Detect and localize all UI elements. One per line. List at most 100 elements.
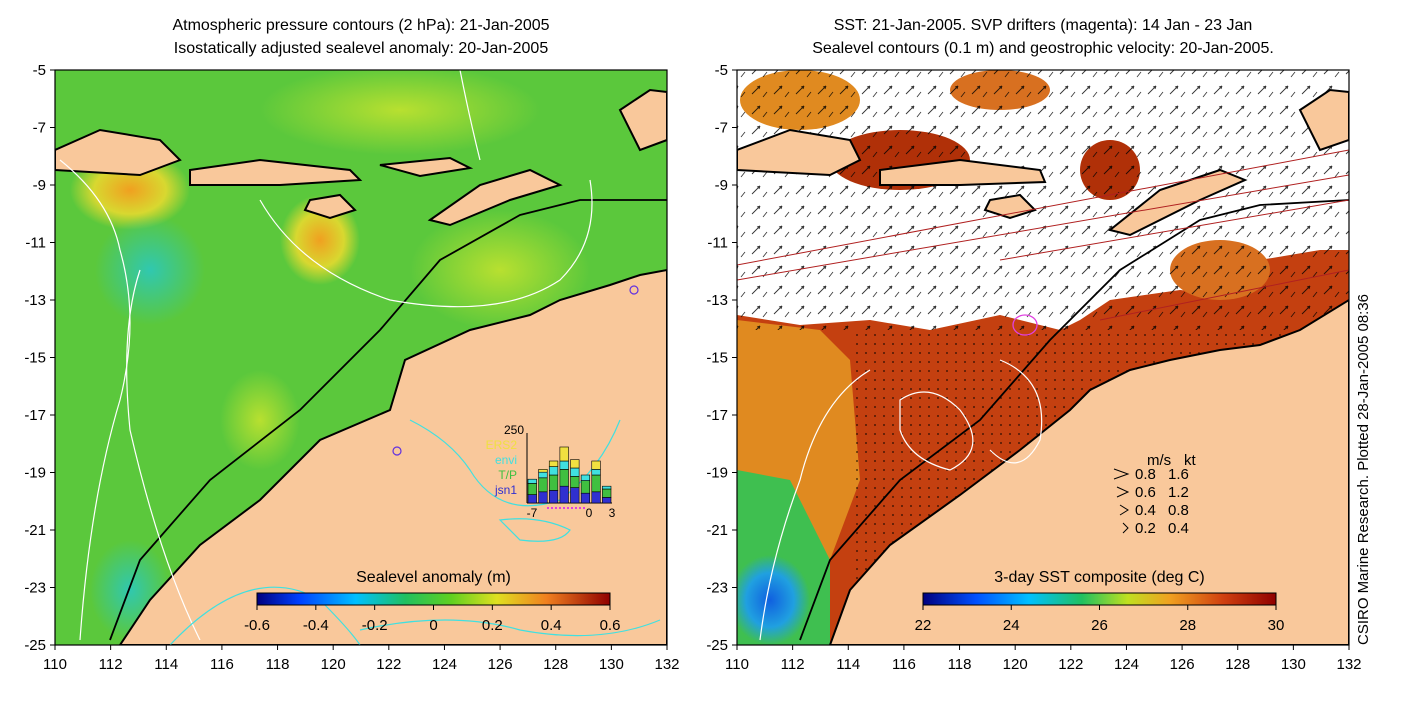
australia-land: [118, 268, 667, 645]
colorbar-tick-label: -0.6: [244, 617, 270, 634]
right-map: [737, 70, 1349, 645]
colorbar-tick-label: -0.2: [362, 617, 388, 634]
drifter-marker-2: [392, 446, 402, 456]
inset-bar-segment: [538, 477, 548, 493]
y-tick-label: -15: [706, 350, 728, 367]
left-map: [55, 70, 667, 645]
island-2: [189, 158, 363, 186]
inset-bar-segment: [602, 497, 612, 504]
drift-track-4: [1099, 269, 1349, 321]
colorbar-tick-label: 26: [1091, 617, 1108, 634]
x-tick-label: 126: [488, 656, 513, 673]
pressure-contour-4: [459, 70, 481, 161]
island-flores: [379, 156, 474, 178]
y-tick-label: -17: [24, 407, 46, 424]
y-tick-label: -13: [24, 292, 46, 309]
island-mid-right: [879, 158, 1047, 186]
x-tick-label: 112: [781, 656, 805, 673]
x-tick-label: 118: [266, 656, 290, 673]
velocity-key-ms-header: m/s: [1147, 452, 1171, 469]
x-tick-label: 120: [321, 656, 346, 673]
island-north-right: [1298, 88, 1349, 152]
y-tick-label: -23: [706, 580, 728, 597]
colorbar-tick-label: 22: [915, 617, 932, 634]
y-tick-label: -9: [715, 177, 728, 194]
y-tick-label: -19: [24, 465, 46, 482]
colorbar-tick-label: 30: [1268, 617, 1285, 634]
x-tick-label: 110: [43, 656, 67, 673]
colorbar-title: 3-day SST composite (deg C): [994, 569, 1204, 586]
x-tick-label: 114: [154, 656, 178, 673]
pressure-contour-2: [126, 269, 201, 641]
velocity-key-arrow: [1113, 468, 1130, 480]
inset-bar-segment: [538, 471, 548, 479]
velocity-key-ms: 0.6: [1135, 484, 1156, 501]
inset-x-tick-label: 3: [609, 506, 616, 520]
island-sumba: [303, 193, 357, 220]
velocity-key-arrow: [1116, 486, 1130, 498]
velocity-arrows: [737, 70, 1349, 330]
y-tick-label: -19: [706, 465, 728, 482]
y-tick-label: -17: [706, 407, 728, 424]
x-tick-label: 128: [543, 656, 568, 673]
velocity-key-ms: 0.4: [1135, 502, 1156, 519]
x-tick-label: 128: [1225, 656, 1250, 673]
pressure-contour-3: [259, 179, 593, 308]
inset-bar-segment: [559, 485, 569, 504]
colorbar-tick-label: -0.4: [303, 617, 329, 634]
sst-cool-pool: [737, 555, 810, 645]
x-tick-label: 118: [948, 656, 972, 673]
island-timor-right: [1107, 168, 1248, 237]
credit-text: CSIRO Marine Research. Plotted 28-Jan-20…: [1355, 293, 1372, 645]
colorbar-tick-label: 0: [429, 617, 437, 634]
velocity-key-arrow: [1119, 504, 1129, 516]
pressure-contour-1: [59, 159, 131, 641]
velocity-key-kt: 0.8: [1168, 502, 1189, 519]
drift-track-2: [737, 174, 1349, 281]
sst-colorbar: [922, 592, 1277, 606]
x-tick-label: 124: [1114, 656, 1139, 673]
inset-x-tick-label: -7: [527, 506, 538, 520]
island-west-right: [737, 128, 862, 177]
right-title-line2: Sealevel contours (0.1 m) and geostrophi…: [812, 40, 1274, 57]
inset-bar-segment: [591, 491, 601, 504]
colorbar-tick-label: 0.2: [482, 617, 503, 634]
x-tick-label: 126: [1170, 656, 1195, 673]
inset-bar-segment: [559, 460, 569, 470]
colorbar-title: Sealevel anomaly (m): [356, 569, 511, 586]
y-tick-label: -5: [715, 62, 728, 79]
drifter-marker-1: [629, 285, 639, 295]
velocity-key-kt-header: kt: [1184, 452, 1197, 469]
velocity-key-kt: 1.6: [1168, 466, 1189, 483]
sst-colorbar-gradient: [922, 592, 1277, 606]
x-tick-label: 112: [99, 656, 123, 673]
inset-bar-segment: [580, 480, 591, 494]
shelf-contour-right: [799, 199, 1349, 641]
inset-bar-segment: [591, 460, 601, 470]
inset-bar-segment: [538, 469, 548, 473]
y-tick-label: -21: [24, 522, 46, 539]
inset-x-tick-label: 0: [586, 506, 593, 520]
colorbar-tick-label: 28: [1179, 617, 1196, 634]
right-title-line1: SST: 21-Jan-2005. SVP drifters (magenta)…: [833, 17, 1253, 34]
inset-bar-segment: [527, 483, 537, 495]
y-tick-label: -7: [715, 120, 728, 137]
inset-bar-segment: [527, 494, 537, 504]
x-tick-label: 116: [210, 656, 234, 673]
x-tick-label: 122: [1058, 656, 1083, 673]
left-title-line2: Isostatically adjusted sealevel anomaly:…: [173, 40, 549, 57]
x-tick-label: 110: [725, 656, 749, 673]
sealevel-contour-2: [759, 369, 871, 641]
inset-bar-segment: [570, 459, 580, 469]
sealevel-contour-3: [989, 359, 1043, 464]
cyan-contour-2: [169, 586, 361, 645]
cyan-contour-4: [359, 619, 661, 637]
velocity-key-kt: 0.4: [1168, 520, 1189, 537]
sla-colorbar: [256, 592, 611, 606]
velocity-key-kt: 1.2: [1168, 484, 1189, 501]
x-tick-label: 124: [432, 656, 457, 673]
inset-bar-segment: [570, 487, 580, 504]
velocity-key-arrow: [1122, 522, 1129, 534]
island-sumba-right: [983, 193, 1037, 220]
